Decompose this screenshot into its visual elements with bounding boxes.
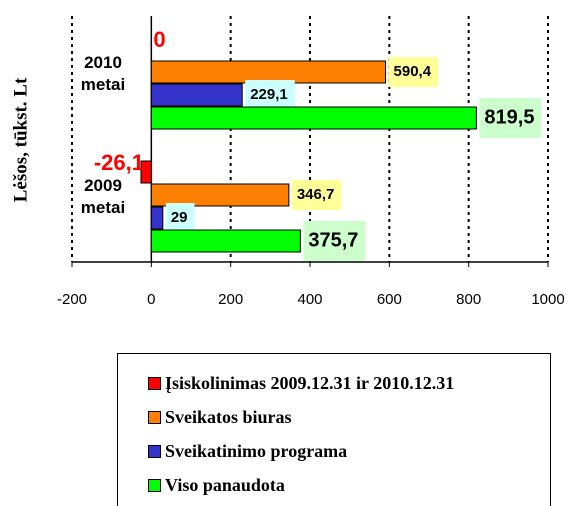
bar bbox=[150, 206, 164, 230]
legend: Įsiskolinimas 2009.12.31 ir 2010.12.31 Sv… bbox=[117, 353, 551, 506]
x-tick-label: 800 bbox=[456, 291, 481, 308]
value-label-box bbox=[291, 180, 342, 210]
value-label-box bbox=[388, 57, 439, 87]
value-label: 0 bbox=[153, 27, 165, 52]
bar bbox=[150, 229, 301, 253]
legend-swatch bbox=[148, 444, 161, 458]
x-tick-label: 400 bbox=[297, 291, 322, 308]
value-label-box bbox=[165, 203, 195, 233]
value-label: 375,7 bbox=[308, 229, 358, 251]
legend-label: Sveikatos biuras bbox=[165, 406, 292, 427]
plot: Lėšos, tūkst. Lt -200 0 200 400 600 800 1000 0 5… bbox=[10, 16, 565, 308]
category-label: 2010 metai bbox=[80, 52, 126, 94]
value-label-box bbox=[303, 221, 366, 261]
legend-entry: Sveikatinimo programa bbox=[148, 434, 550, 468]
value-label: 229,1 bbox=[250, 86, 288, 103]
bar bbox=[150, 60, 387, 84]
legend-entry: Įsiskolinimas 2009.12.31 ir 2010.12.31 bbox=[148, 366, 550, 400]
value-label: 346,7 bbox=[297, 186, 335, 203]
bar bbox=[150, 83, 243, 107]
value-label: 29 bbox=[171, 209, 188, 226]
bar bbox=[150, 183, 290, 207]
legend-swatch bbox=[148, 478, 161, 492]
x-tick-label: 1000 bbox=[531, 291, 564, 308]
x-tick-label: 600 bbox=[377, 291, 402, 308]
value-label-box bbox=[245, 80, 295, 110]
legend-entry: Viso panaudota bbox=[148, 468, 550, 502]
x-tick-label: 0 bbox=[147, 291, 155, 308]
category-label: 2009 metai bbox=[80, 175, 126, 217]
legend-swatch bbox=[148, 376, 161, 390]
x-tick-label: -200 bbox=[57, 291, 87, 308]
bar bbox=[140, 160, 152, 184]
bar bbox=[150, 106, 477, 130]
value-label: 819,5 bbox=[484, 106, 534, 128]
value-label: -26,1 bbox=[94, 150, 144, 175]
value-label: 590,4 bbox=[394, 63, 432, 80]
legend-label: Įsiskolinimas 2009.12.31 ir 2010.12.31 bbox=[165, 372, 455, 393]
legend-label: Viso panaudota bbox=[165, 474, 285, 495]
value-label-box bbox=[479, 98, 542, 138]
legend-entry: Sveikatos biuras bbox=[148, 400, 550, 434]
legend-swatch bbox=[148, 410, 161, 424]
y-axis-label: Lėšos, tūkst. Lt bbox=[10, 77, 31, 202]
x-tick-label: 200 bbox=[218, 291, 243, 308]
legend-label: Sveikatinimo programa bbox=[165, 440, 348, 461]
